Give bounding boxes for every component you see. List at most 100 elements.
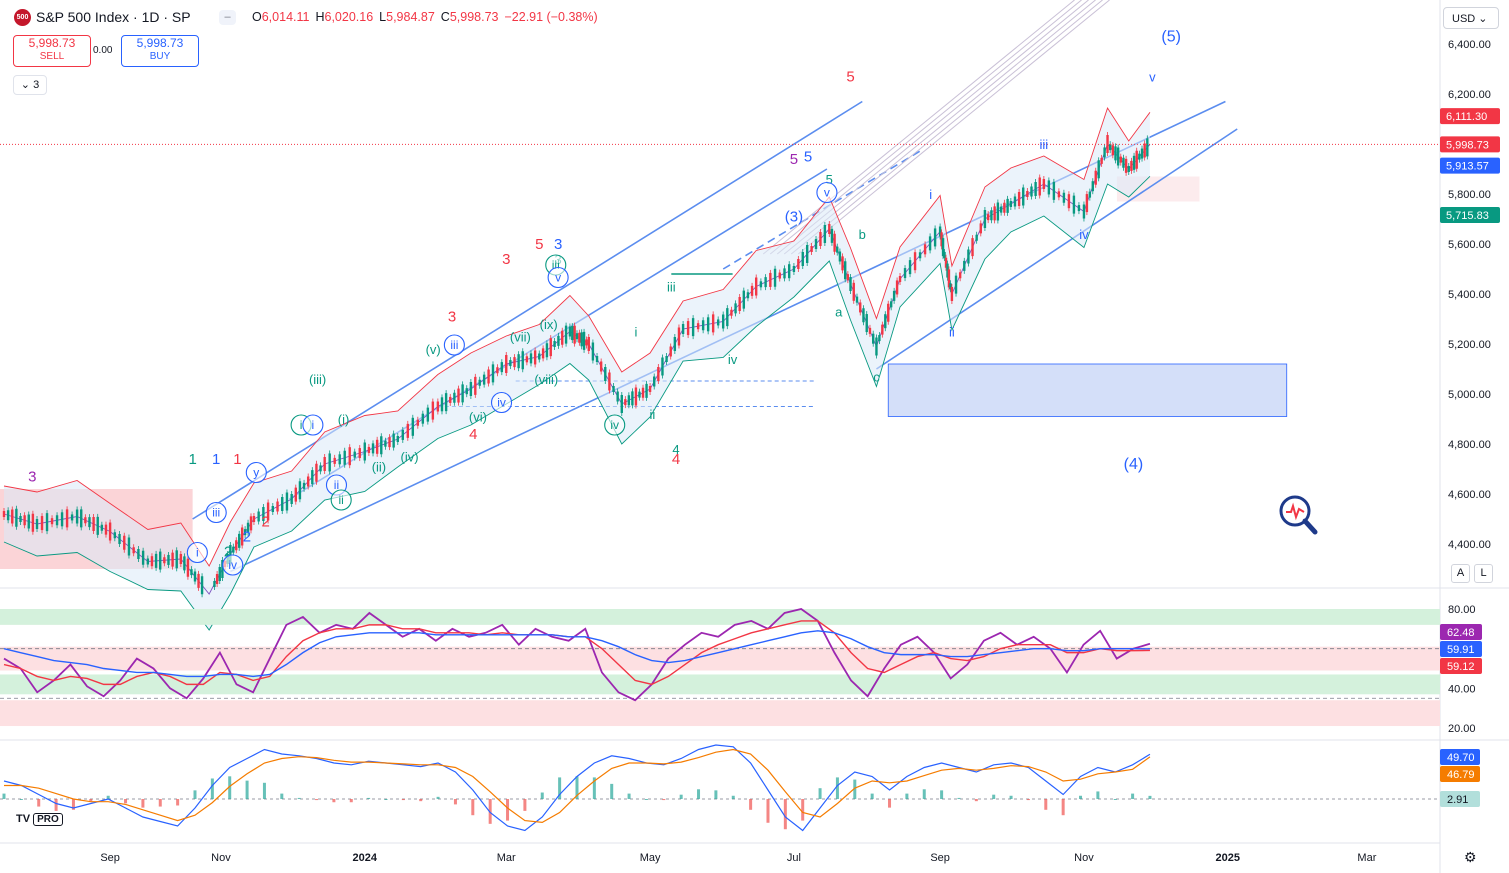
candle-body	[1094, 170, 1097, 185]
fib-fan-line	[797, 0, 1110, 255]
candle-body	[564, 325, 568, 344]
candle-body	[573, 325, 576, 344]
candle-body	[1140, 148, 1144, 159]
candle-body	[792, 266, 796, 272]
wave-label-circle	[604, 414, 626, 436]
macd-histogram-bar	[1096, 791, 1100, 799]
candle-body	[11, 509, 14, 524]
candle-body	[846, 274, 850, 281]
candle-body	[271, 506, 275, 512]
rsi-tick-label: 40.00	[1448, 683, 1476, 695]
candle-body	[1013, 196, 1017, 207]
candle-body	[1017, 192, 1021, 206]
y-tick-label: 5,600.00	[1448, 239, 1491, 251]
ohlc-values: O6,014.11 H6,020.16 L5,984.87 C5,998.73 −22.…	[252, 10, 604, 24]
macd-histogram-bar	[1113, 799, 1117, 800]
candle-body	[416, 419, 420, 426]
price-label-bg	[1440, 207, 1500, 224]
trend-channel-line	[876, 128, 1238, 370]
macd-histogram-bar	[419, 799, 423, 802]
rsi-line	[3, 630, 1150, 678]
wave-label: (3)	[785, 209, 803, 226]
macd-histogram-bar	[922, 789, 926, 799]
candle-body	[65, 509, 69, 528]
wave-label: 3	[28, 469, 36, 486]
candle-body	[132, 547, 135, 554]
candle-body	[653, 376, 656, 387]
candle-body	[1132, 155, 1136, 170]
low-label: L	[379, 10, 387, 24]
sell-price: 5,998.73	[28, 36, 76, 50]
wave-label: (5)	[1161, 29, 1181, 46]
rsi-tick-label: 20.00	[1448, 723, 1476, 735]
candle-body	[691, 318, 695, 337]
tradingview-logo[interactable]: TV PRO	[16, 813, 63, 826]
macd-histogram-bar	[193, 790, 197, 799]
candle-body	[990, 210, 993, 221]
wave-label: c	[873, 370, 880, 385]
wave-label: iv	[728, 352, 738, 367]
y-tick-label: 4,800.00	[1448, 439, 1491, 451]
candle-body	[6, 510, 10, 521]
candle-body	[215, 574, 219, 584]
candle-body	[1042, 179, 1046, 189]
candle-body	[371, 443, 375, 454]
candle-body	[631, 391, 634, 406]
candle-body	[872, 333, 875, 344]
wave-label: iv	[610, 418, 619, 432]
wave-label: iii	[212, 506, 220, 520]
candle-body	[276, 501, 279, 512]
macd-histogram-bar	[888, 799, 892, 808]
sell-button[interactable]: 5,998.73 SELL	[13, 35, 91, 67]
x-tick-label: Mar	[1357, 852, 1376, 864]
auto-scale-button[interactable]: A	[1451, 564, 1470, 583]
currency-label: USD	[1452, 13, 1476, 25]
candle-body	[903, 268, 907, 279]
candle-body	[353, 451, 356, 458]
macd-histogram-bar	[1079, 795, 1083, 799]
symbol-title[interactable]: S&P 500 Index · 1D · SP	[36, 9, 191, 25]
candle-body	[457, 388, 460, 403]
candle-body	[859, 302, 862, 313]
candle-body	[500, 362, 504, 373]
candle-body	[585, 339, 588, 346]
candle-body	[624, 399, 627, 406]
wave-label: iii	[667, 280, 676, 295]
candle-body	[721, 314, 725, 329]
macd-histogram-bar	[853, 779, 857, 799]
candle-body	[1114, 146, 1117, 161]
candle-body	[1082, 204, 1086, 219]
currency-select[interactable]: USD ⌄	[1443, 7, 1499, 29]
candle-body	[141, 550, 145, 565]
candle-body	[252, 516, 256, 522]
macd-histogram-bar	[471, 799, 475, 816]
y-tick-label: 5,800.00	[1448, 189, 1491, 201]
candle-body	[918, 252, 922, 259]
gear-icon[interactable]: ⚙	[1464, 849, 1477, 865]
x-tick-label: May	[640, 852, 661, 864]
candle-body	[311, 470, 314, 485]
eye-icon[interactable]: –	[219, 10, 236, 25]
buy-button[interactable]: 5,998.73 BUY	[121, 35, 199, 67]
candle-body	[328, 453, 331, 472]
search-lens-icon[interactable]	[1278, 494, 1318, 541]
macd-histogram-bar	[627, 793, 631, 799]
candle-body	[819, 232, 822, 246]
candle-body	[294, 487, 297, 502]
macd-histogram-bar	[940, 790, 944, 799]
macd-histogram-bar	[1044, 799, 1048, 810]
candle-body	[333, 457, 336, 464]
price-label: 5,715.83	[1446, 210, 1489, 222]
high-label: H	[315, 10, 325, 24]
low-value: 5,984.87	[386, 10, 435, 24]
candle-body	[1130, 160, 1133, 171]
indicator-toggle[interactable]: ⌄ 3	[13, 75, 47, 95]
x-tick-label: Sep	[100, 852, 120, 864]
candle-body	[40, 516, 44, 531]
candle-body	[681, 324, 685, 334]
candle-body	[958, 272, 962, 279]
log-scale-button[interactable]: L	[1474, 564, 1493, 583]
macd-histogram-bar	[1148, 795, 1152, 799]
wave-label: i	[312, 418, 315, 432]
